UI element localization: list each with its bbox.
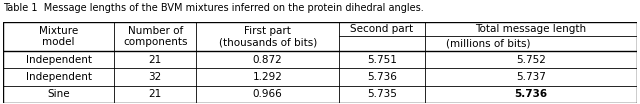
Text: 5.737: 5.737 <box>516 72 546 82</box>
Text: Total message length: Total message length <box>475 24 586 34</box>
Text: Sine: Sine <box>47 89 70 99</box>
Text: 5.752: 5.752 <box>516 55 546 65</box>
Text: (millions of bits): (millions of bits) <box>445 38 530 48</box>
Text: 5.736: 5.736 <box>514 89 547 99</box>
Text: Table 1  Message lengths of the BVM mixtures inferred on the protein dihedral an: Table 1 Message lengths of the BVM mixtu… <box>3 3 424 13</box>
Text: 5.736: 5.736 <box>367 72 397 82</box>
Text: 5.735: 5.735 <box>367 89 397 99</box>
Text: 1.292: 1.292 <box>253 72 283 82</box>
Text: Mixture
model: Mixture model <box>39 26 78 47</box>
Text: Independent: Independent <box>26 55 92 65</box>
Text: 32: 32 <box>148 72 162 82</box>
Text: 21: 21 <box>148 89 162 99</box>
Text: Number of
components: Number of components <box>123 26 188 47</box>
Text: Second part: Second part <box>350 24 413 34</box>
Text: 0.872: 0.872 <box>253 55 283 65</box>
Text: First part
(thousands of bits): First part (thousands of bits) <box>219 26 317 47</box>
Text: 5.751: 5.751 <box>367 55 397 65</box>
Text: 0.966: 0.966 <box>253 89 283 99</box>
Text: Independent: Independent <box>26 72 92 82</box>
Text: 21: 21 <box>148 55 162 65</box>
